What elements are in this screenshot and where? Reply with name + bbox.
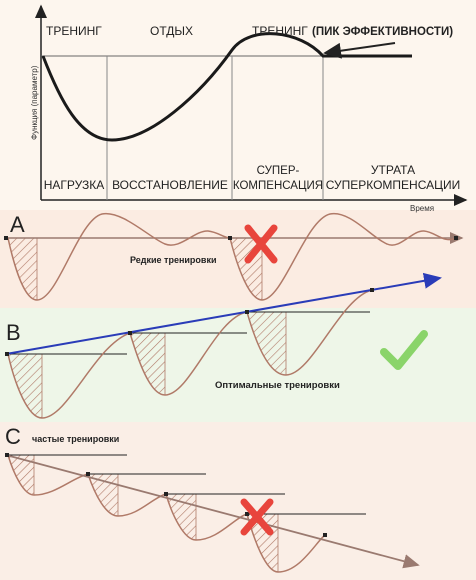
point-marker — [86, 472, 90, 476]
y-axis-label: Функция (параметр) — [30, 65, 39, 140]
supercompensation-curve — [41, 32, 412, 142]
point-marker — [370, 288, 374, 292]
point-marker — [5, 352, 9, 356]
phase-label-training-2: ТРЕНИНГ — [252, 24, 308, 38]
trend-arrow — [5, 454, 420, 569]
panel-a-letter: A — [10, 212, 25, 237]
panel-b-caption: Оптимальные тренировки — [215, 380, 340, 391]
panel-a: A Редкие тренировки — [4, 212, 464, 301]
panel-b-bg — [0, 308, 476, 428]
phase-label-loss: УТРАТА — [371, 163, 415, 177]
cross-icon — [244, 224, 278, 264]
x-axis-label: Время — [410, 204, 434, 213]
phase-label-load: НАГРУЗКА — [44, 178, 105, 192]
phase-label-training: ТРЕНИНГ — [46, 24, 102, 38]
panel-a-caption: Редкие тренировки — [130, 255, 216, 265]
phase-label-super: СУПЕР- — [257, 165, 300, 177]
point-marker — [228, 236, 232, 240]
top-section-bg — [0, 0, 476, 210]
point-marker — [245, 512, 249, 516]
point-marker — [4, 236, 8, 240]
top-chart: ТРЕНИНГ ОТДЫХ ТРЕНИНГ (ПИК ЭФФЕКТИВНОСТИ… — [30, 4, 468, 213]
point-marker — [128, 331, 132, 335]
training-wave — [7, 289, 373, 419]
panel-b: B Оптимальные тренировки — [5, 272, 442, 419]
panel-c: C частые тренировки — [5, 424, 420, 573]
peak-arrow — [323, 42, 396, 59]
phase-label-rest: ОТДЫХ — [150, 24, 193, 38]
panel-c-caption: частые тренировки — [32, 434, 119, 444]
point-marker — [454, 236, 458, 240]
panel-c-bg — [0, 422, 476, 580]
phase-label-recovery: ВОССТАНОВЛЕНИЕ — [112, 178, 228, 192]
phase-label-supercompensation: СУПЕРКОМПЕНСАЦИИ — [326, 178, 461, 192]
phase-label-compensation: КОМПЕНСАЦИЯ — [233, 180, 323, 192]
panel-c-letter: C — [5, 424, 21, 449]
point-marker — [164, 492, 168, 496]
cross-icon — [240, 498, 274, 536]
point-marker — [5, 453, 9, 457]
trend-arrow — [5, 272, 442, 355]
panel-b-letter: B — [6, 320, 21, 345]
point-marker — [323, 533, 327, 537]
point-marker — [245, 310, 249, 314]
check-icon — [380, 330, 428, 370]
peak-label: (ПИК ЭФФЕКТИВНОСТИ) — [312, 26, 453, 38]
